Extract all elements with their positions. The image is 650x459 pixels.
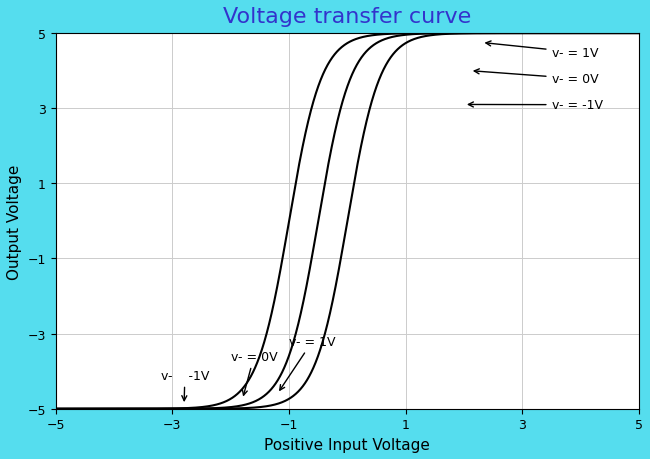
Text: v- = -1V: v- = -1V: [469, 99, 603, 112]
Text: v- = 0V: v- = 0V: [474, 70, 598, 86]
Y-axis label: Output Voltage: Output Voltage: [7, 164, 22, 279]
X-axis label: Positive Input Voltage: Positive Input Voltage: [265, 437, 430, 452]
Text: v- = 1V: v- = 1V: [486, 42, 598, 60]
Title: Voltage transfer curve: Voltage transfer curve: [223, 7, 471, 27]
Text: v-    -1V: v- -1V: [161, 369, 209, 401]
Text: v- = 0V: v- = 0V: [231, 350, 278, 395]
Text: v- = 1V: v- = 1V: [280, 335, 335, 390]
